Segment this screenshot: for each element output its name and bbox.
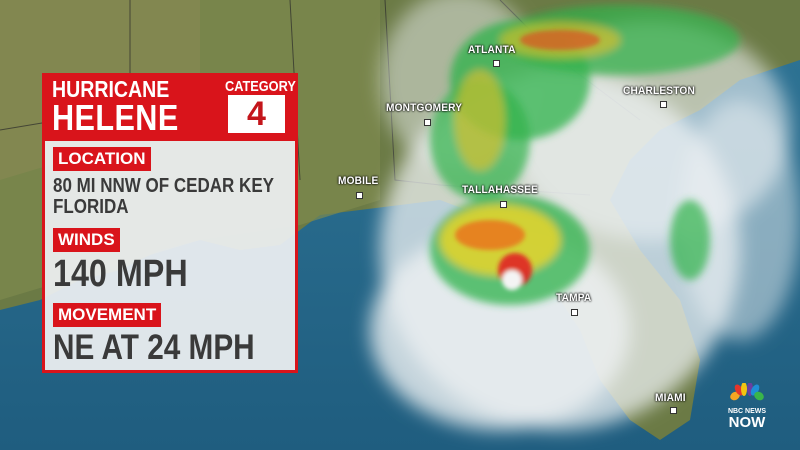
city-marker-charleston [660,101,667,108]
city-marker-miami [670,407,677,414]
city-label-tampa: TAMPA [556,292,592,304]
city-marker-montgomery [424,119,431,126]
city-label-miami: MIAMI [655,392,686,404]
card-header: HURRICANE HELENE CATEGORY 4 [42,73,298,141]
category-value: 4 [228,95,285,133]
peacock-icon [730,382,764,401]
location-label: LOCATION [53,147,151,171]
card-body: LOCATION 80 MI NNW OF CEDAR KEY FLORIDA … [42,141,298,373]
winds-label: WINDS [53,228,120,252]
movement-label: MOVEMENT [53,303,162,327]
city-label-montgomery: MONTGOMERY [386,102,463,114]
city-label-atlanta: ATLANTA [468,44,516,56]
storm-name: HELENE [52,97,179,138]
winds-value: 140 MPH [53,253,188,295]
city-label-mobile: MOBILE [338,175,379,187]
city-marker-tampa [571,309,578,316]
logo-now-text: NOW [728,414,766,431]
hurricane-info-card: HURRICANE HELENE CATEGORY 4 LOCATION 80 … [42,73,298,373]
storm-type: HURRICANE [52,76,170,102]
city-label-charleston: CHARLESTON [623,85,695,97]
location-line2: FLORIDA [53,196,129,218]
city-label-tallahassee: TALLAHASSEE [462,184,539,196]
movement-value: NE AT 24 MPH [53,328,255,367]
location-line1: 80 MI NNW OF CEDAR KEY [53,175,275,197]
nbc-news-now-logo: NBC NEWS NOW [722,382,772,431]
city-marker-tallahassee [500,201,507,208]
city-marker-mobile [356,192,363,199]
category-label: CATEGORY [225,78,296,95]
logo-news-text: NBC NEWS [727,408,767,415]
city-marker-atlanta [493,60,500,67]
